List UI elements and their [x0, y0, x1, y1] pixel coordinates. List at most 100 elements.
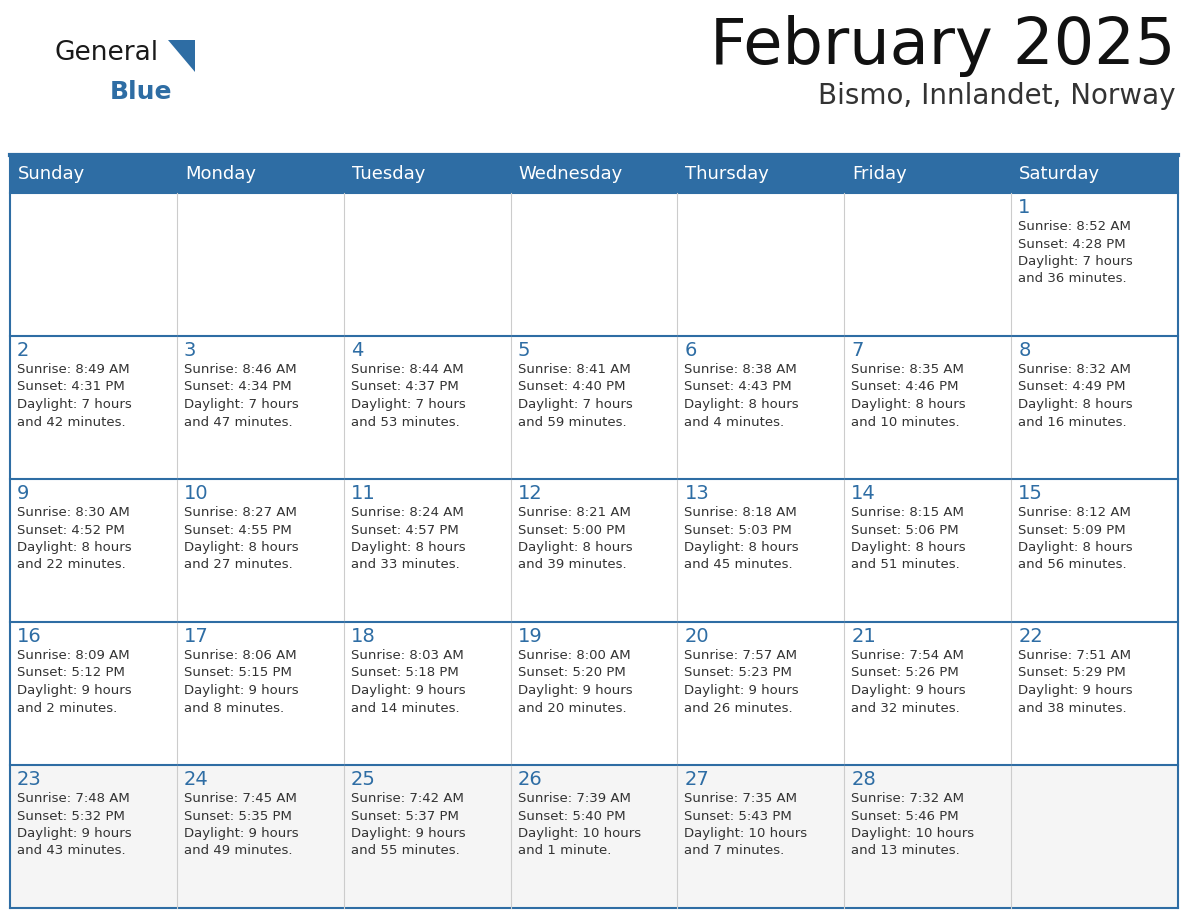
Text: Sunrise: 7:54 AM
Sunset: 5:26 PM
Daylight: 9 hours
and 32 minutes.: Sunrise: 7:54 AM Sunset: 5:26 PM Dayligh… [852, 649, 966, 714]
Text: Sunrise: 8:52 AM
Sunset: 4:28 PM
Daylight: 7 hours
and 36 minutes.: Sunrise: 8:52 AM Sunset: 4:28 PM Dayligh… [1018, 220, 1133, 285]
Text: 9: 9 [17, 484, 30, 503]
Text: Thursday: Thursday [685, 165, 770, 183]
Text: 8: 8 [1018, 341, 1030, 360]
Text: Sunrise: 8:32 AM
Sunset: 4:49 PM
Daylight: 8 hours
and 16 minutes.: Sunrise: 8:32 AM Sunset: 4:49 PM Dayligh… [1018, 363, 1133, 429]
Bar [1011, 336, 1178, 479]
Bar [845, 765, 1011, 908]
Bar [677, 622, 845, 765]
Text: Sunrise: 8:15 AM
Sunset: 5:06 PM
Daylight: 8 hours
and 51 minutes.: Sunrise: 8:15 AM Sunset: 5:06 PM Dayligh… [852, 506, 966, 572]
Text: Sunrise: 7:35 AM
Sunset: 5:43 PM
Daylight: 10 hours
and 7 minutes.: Sunrise: 7:35 AM Sunset: 5:43 PM Dayligh… [684, 792, 808, 857]
Bar [511, 622, 677, 765]
Text: 25: 25 [350, 770, 375, 789]
Text: 17: 17 [184, 627, 209, 646]
Text: Sunrise: 7:39 AM
Sunset: 5:40 PM
Daylight: 10 hours
and 1 minute.: Sunrise: 7:39 AM Sunset: 5:40 PM Dayligh… [518, 792, 640, 857]
Text: Wednesday: Wednesday [519, 165, 623, 183]
Bar [845, 155, 1011, 193]
Bar [343, 622, 511, 765]
Text: Sunrise: 8:06 AM
Sunset: 5:15 PM
Daylight: 9 hours
and 8 minutes.: Sunrise: 8:06 AM Sunset: 5:15 PM Dayligh… [184, 649, 298, 714]
Bar [845, 622, 1011, 765]
Bar [177, 155, 343, 193]
Text: Tuesday: Tuesday [352, 165, 425, 183]
Text: 2: 2 [17, 341, 30, 360]
Bar [177, 193, 343, 336]
Text: Sunrise: 8:00 AM
Sunset: 5:20 PM
Daylight: 9 hours
and 20 minutes.: Sunrise: 8:00 AM Sunset: 5:20 PM Dayligh… [518, 649, 632, 714]
Text: General: General [55, 40, 159, 66]
Text: Sunrise: 8:21 AM
Sunset: 5:00 PM
Daylight: 8 hours
and 39 minutes.: Sunrise: 8:21 AM Sunset: 5:00 PM Dayligh… [518, 506, 632, 572]
Text: Sunrise: 7:48 AM
Sunset: 5:32 PM
Daylight: 9 hours
and 43 minutes.: Sunrise: 7:48 AM Sunset: 5:32 PM Dayligh… [17, 792, 132, 857]
Bar [177, 622, 343, 765]
Text: Sunrise: 8:09 AM
Sunset: 5:12 PM
Daylight: 9 hours
and 2 minutes.: Sunrise: 8:09 AM Sunset: 5:12 PM Dayligh… [17, 649, 132, 714]
Bar [1011, 193, 1178, 336]
Text: 21: 21 [852, 627, 876, 646]
Bar [511, 193, 677, 336]
Bar [677, 155, 845, 193]
Text: 12: 12 [518, 484, 542, 503]
Text: 26: 26 [518, 770, 542, 789]
Text: February 2025: February 2025 [709, 15, 1175, 77]
Text: 11: 11 [350, 484, 375, 503]
Text: Sunrise: 8:49 AM
Sunset: 4:31 PM
Daylight: 7 hours
and 42 minutes.: Sunrise: 8:49 AM Sunset: 4:31 PM Dayligh… [17, 363, 132, 429]
Text: 18: 18 [350, 627, 375, 646]
Text: Blue: Blue [110, 80, 172, 104]
Text: Friday: Friday [852, 165, 906, 183]
Bar [677, 479, 845, 622]
Bar [10, 155, 177, 193]
Bar [343, 336, 511, 479]
Bar [177, 336, 343, 479]
Text: Sunrise: 8:24 AM
Sunset: 4:57 PM
Daylight: 8 hours
and 33 minutes.: Sunrise: 8:24 AM Sunset: 4:57 PM Dayligh… [350, 506, 466, 572]
Bar [1011, 479, 1178, 622]
Text: Sunrise: 8:27 AM
Sunset: 4:55 PM
Daylight: 8 hours
and 27 minutes.: Sunrise: 8:27 AM Sunset: 4:55 PM Dayligh… [184, 506, 298, 572]
Text: 19: 19 [518, 627, 542, 646]
Bar [343, 155, 511, 193]
Text: 14: 14 [852, 484, 876, 503]
Text: Sunrise: 8:44 AM
Sunset: 4:37 PM
Daylight: 7 hours
and 53 minutes.: Sunrise: 8:44 AM Sunset: 4:37 PM Dayligh… [350, 363, 466, 429]
Text: Sunrise: 8:35 AM
Sunset: 4:46 PM
Daylight: 8 hours
and 10 minutes.: Sunrise: 8:35 AM Sunset: 4:46 PM Dayligh… [852, 363, 966, 429]
Bar [343, 765, 511, 908]
Bar [511, 479, 677, 622]
Text: Monday: Monday [185, 165, 255, 183]
Bar [343, 193, 511, 336]
Text: 23: 23 [17, 770, 42, 789]
Text: Sunrise: 7:51 AM
Sunset: 5:29 PM
Daylight: 9 hours
and 38 minutes.: Sunrise: 7:51 AM Sunset: 5:29 PM Dayligh… [1018, 649, 1133, 714]
Text: 22: 22 [1018, 627, 1043, 646]
Text: 1: 1 [1018, 198, 1030, 217]
Bar [511, 336, 677, 479]
Text: Sunrise: 8:30 AM
Sunset: 4:52 PM
Daylight: 8 hours
and 22 minutes.: Sunrise: 8:30 AM Sunset: 4:52 PM Dayligh… [17, 506, 132, 572]
Bar [343, 479, 511, 622]
Text: Sunrise: 8:03 AM
Sunset: 5:18 PM
Daylight: 9 hours
and 14 minutes.: Sunrise: 8:03 AM Sunset: 5:18 PM Dayligh… [350, 649, 466, 714]
Text: Saturday: Saturday [1019, 165, 1100, 183]
Text: Sunrise: 8:41 AM
Sunset: 4:40 PM
Daylight: 7 hours
and 59 minutes.: Sunrise: 8:41 AM Sunset: 4:40 PM Dayligh… [518, 363, 632, 429]
Bar [1011, 765, 1178, 908]
Text: 15: 15 [1018, 484, 1043, 503]
Text: 16: 16 [17, 627, 42, 646]
Text: 13: 13 [684, 484, 709, 503]
Text: Sunrise: 8:38 AM
Sunset: 4:43 PM
Daylight: 8 hours
and 4 minutes.: Sunrise: 8:38 AM Sunset: 4:43 PM Dayligh… [684, 363, 800, 429]
Text: Sunrise: 8:12 AM
Sunset: 5:09 PM
Daylight: 8 hours
and 56 minutes.: Sunrise: 8:12 AM Sunset: 5:09 PM Dayligh… [1018, 506, 1133, 572]
Bar [177, 765, 343, 908]
Bar [677, 193, 845, 336]
Text: Sunrise: 7:57 AM
Sunset: 5:23 PM
Daylight: 9 hours
and 26 minutes.: Sunrise: 7:57 AM Sunset: 5:23 PM Dayligh… [684, 649, 800, 714]
Bar [511, 765, 677, 908]
Bar [677, 336, 845, 479]
Text: 10: 10 [184, 484, 208, 503]
Text: Sunrise: 8:46 AM
Sunset: 4:34 PM
Daylight: 7 hours
and 47 minutes.: Sunrise: 8:46 AM Sunset: 4:34 PM Dayligh… [184, 363, 298, 429]
Text: 4: 4 [350, 341, 364, 360]
Bar [511, 155, 677, 193]
Text: Sunday: Sunday [18, 165, 86, 183]
Bar [845, 336, 1011, 479]
Text: Sunrise: 7:32 AM
Sunset: 5:46 PM
Daylight: 10 hours
and 13 minutes.: Sunrise: 7:32 AM Sunset: 5:46 PM Dayligh… [852, 792, 974, 857]
Bar [845, 479, 1011, 622]
Text: Bismo, Innlandet, Norway: Bismo, Innlandet, Norway [817, 82, 1175, 110]
Bar [10, 336, 177, 479]
Text: 28: 28 [852, 770, 876, 789]
Text: 5: 5 [518, 341, 530, 360]
Text: Sunrise: 8:18 AM
Sunset: 5:03 PM
Daylight: 8 hours
and 45 minutes.: Sunrise: 8:18 AM Sunset: 5:03 PM Dayligh… [684, 506, 800, 572]
Text: 20: 20 [684, 627, 709, 646]
Text: Sunrise: 7:42 AM
Sunset: 5:37 PM
Daylight: 9 hours
and 55 minutes.: Sunrise: 7:42 AM Sunset: 5:37 PM Dayligh… [350, 792, 466, 857]
Bar [1011, 155, 1178, 193]
Bar [10, 193, 177, 336]
Bar [1011, 622, 1178, 765]
Text: 6: 6 [684, 341, 697, 360]
Text: 3: 3 [184, 341, 196, 360]
Bar [10, 765, 177, 908]
